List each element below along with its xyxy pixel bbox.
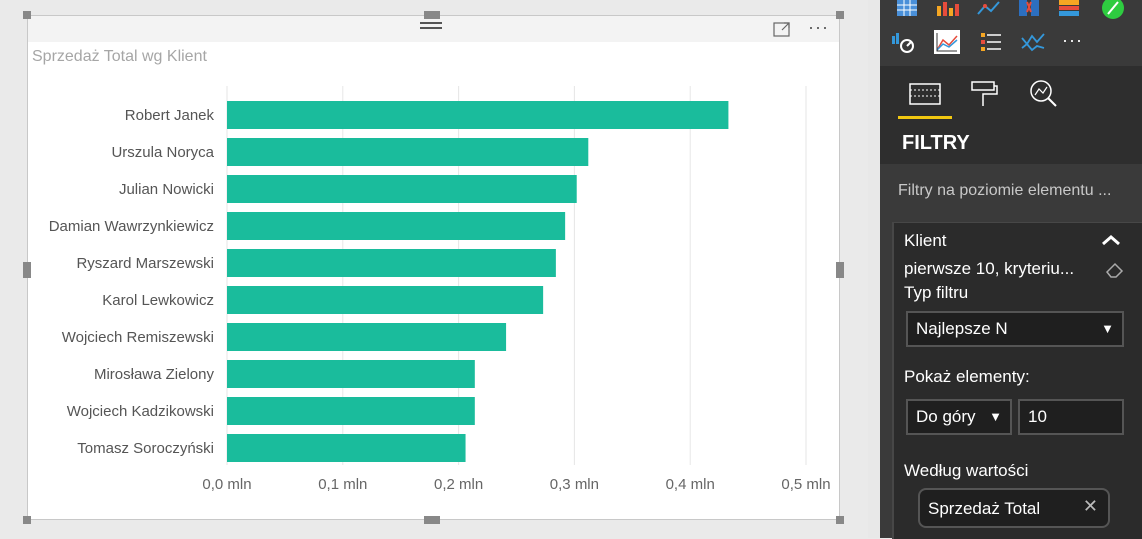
bar-chart-visual[interactable]: ··· Sprzedaż Total wg Klient 0,0 mln 0,1 … — [27, 15, 840, 520]
resize-handle-br[interactable] — [836, 516, 844, 524]
filter-type-value: Najlepsze N — [916, 319, 1008, 338]
kpi-visual-icon[interactable] — [890, 30, 916, 54]
bar[interactable] — [227, 175, 577, 203]
filters-title: FILTRY — [902, 132, 970, 154]
x-tick-label: 0,2 mln — [434, 476, 483, 493]
bar[interactable] — [227, 101, 729, 129]
x-tick-label: 0,4 mln — [666, 476, 715, 493]
value-field-well[interactable]: Sprzedaż Total ✕ — [918, 488, 1110, 528]
area-chart-icon-selected[interactable] — [934, 30, 960, 54]
focus-mode-icon[interactable] — [773, 20, 791, 38]
collapse-chevron-icon[interactable] — [1100, 233, 1122, 247]
analytics-magnifier-icon[interactable] — [1024, 76, 1064, 112]
table-visual-icon[interactable] — [894, 0, 920, 24]
report-canvas: ··· Sprzedaż Total wg Klient 0,0 mln 0,1 … — [23, 11, 844, 524]
visualizations-pane: ··· FILTRY Filtry na poziomie elementu .… — [880, 0, 1142, 539]
x-tick-label: 0,5 mln — [781, 476, 830, 493]
x-tick-label: 0,3 mln — [550, 476, 599, 493]
bar[interactable] — [227, 286, 544, 314]
sparkline-chart-icon[interactable] — [1020, 30, 1046, 54]
line-chart-icon[interactable] — [976, 0, 1002, 24]
resize-handle-left[interactable] — [23, 262, 31, 278]
visual-header: ··· — [28, 16, 839, 42]
pane-tabs — [880, 66, 1142, 120]
direction-value: Do góry — [916, 407, 976, 426]
chart-title: Sprzedaż Total wg Klient — [32, 48, 207, 65]
clear-filter-eraser-icon[interactable] — [1104, 259, 1126, 279]
filter-type-dropdown[interactable]: Najlepsze N ▼ — [906, 311, 1124, 347]
category-label: Wojciech Remiszewski — [62, 329, 214, 346]
bar-chart-plot: 0,0 mln 0,1 mln 0,2 mln 0,3 mln 0,4 mln 0,5 m… — [49, 86, 831, 493]
dropdown-arrow-icon: ▼ — [1101, 321, 1114, 336]
canvas-scrollbar[interactable] — [868, 0, 880, 538]
filter-card-klient: Klient pierwsze 10, kryteriu... Typ filt… — [892, 222, 1142, 539]
category-label: Mirosława Zielony — [94, 366, 215, 383]
resize-handle-bl[interactable] — [23, 516, 31, 524]
filter-summary: pierwsze 10, kryteriu... — [904, 259, 1075, 278]
bar[interactable] — [227, 138, 589, 166]
value-field-name: Sprzedaż Total — [928, 499, 1041, 518]
bar[interactable] — [227, 212, 566, 240]
item-count-value: 10 — [1028, 407, 1047, 426]
ribbon-chart-icon[interactable] — [1016, 0, 1042, 24]
more-visuals-icon[interactable]: ··· — [1062, 30, 1083, 50]
resize-handle-bottom[interactable] — [424, 516, 440, 524]
category-label: Ryszard Marszewski — [76, 255, 214, 272]
bar[interactable] — [227, 249, 556, 277]
x-tick-label: 0,0 mln — [202, 476, 251, 493]
category-label: Tomasz Soroczyński — [77, 440, 214, 457]
filter-field-name: Klient — [904, 231, 947, 250]
category-label: Damian Wawrzynkiewicz — [49, 218, 214, 235]
by-value-label: Według wartości — [904, 461, 1029, 480]
fields-tab-icon[interactable] — [906, 76, 946, 112]
format-paint-roller-icon[interactable] — [964, 76, 1004, 112]
bar[interactable] — [227, 323, 507, 351]
visual-level-filters-title: Filtry na poziomie elementu ... — [898, 182, 1112, 199]
slicer-list-icon[interactable] — [978, 30, 1004, 54]
category-label: Karol Lewkowicz — [102, 292, 214, 309]
custom-visual-leaf-icon[interactable] — [1100, 0, 1126, 24]
direction-dropdown[interactable]: Do góry ▼ — [906, 399, 1012, 435]
item-count-input[interactable]: 10 — [1018, 399, 1124, 435]
category-label: Robert Janek — [125, 107, 215, 124]
column-chart-icon[interactable] — [934, 0, 960, 24]
drag-grip-icon[interactable] — [420, 22, 442, 32]
dropdown-arrow-icon: ▼ — [989, 409, 1002, 424]
category-label: Julian Nowicki — [119, 181, 214, 198]
category-label: Wojciech Kadzikowski — [67, 403, 214, 420]
active-tab-indicator — [898, 116, 952, 119]
more-options-icon[interactable]: ··· — [808, 17, 829, 37]
resize-handle-top[interactable] — [424, 11, 440, 19]
resize-handle-tr[interactable] — [836, 11, 844, 19]
filter-type-label: Typ filtru — [904, 283, 969, 302]
waterfall-chart-icon[interactable] — [1056, 0, 1082, 24]
filters-header — [880, 120, 1142, 164]
resize-handle-right[interactable] — [836, 262, 844, 278]
resize-handle-tl[interactable] — [23, 11, 31, 19]
show-items-label: Pokaż elementy: — [904, 367, 1030, 386]
category-label: Urszula Noryca — [111, 144, 214, 161]
bar[interactable] — [227, 397, 475, 425]
bar[interactable] — [227, 360, 475, 388]
remove-field-close-icon[interactable]: ✕ — [1082, 496, 1098, 516]
visual-gallery: ··· — [880, 0, 1142, 66]
x-tick-label: 0,1 mln — [318, 476, 367, 493]
bar[interactable] — [227, 434, 466, 462]
